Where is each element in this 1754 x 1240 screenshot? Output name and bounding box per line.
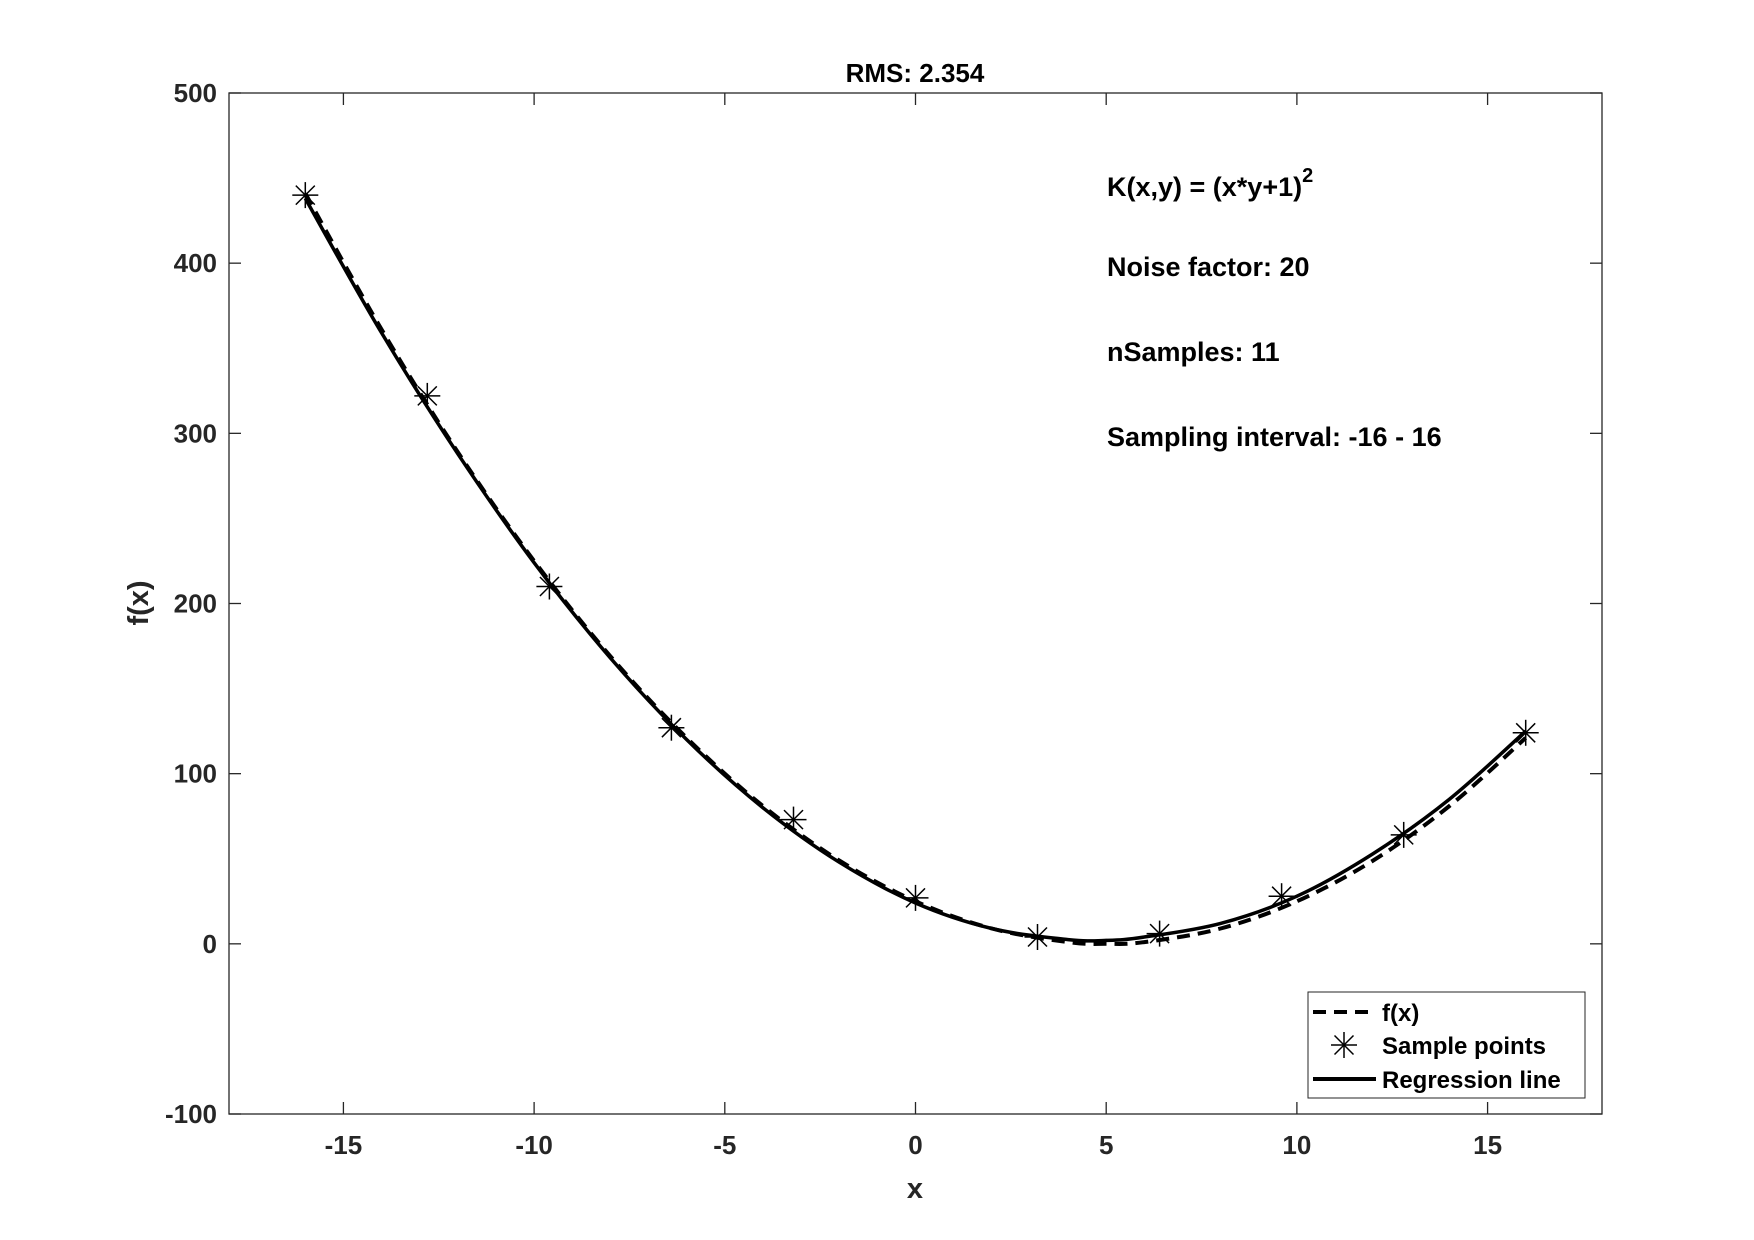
- sample-point: [536, 573, 563, 600]
- sample-point: [1390, 821, 1417, 848]
- x-tick-label: 15: [1473, 1130, 1502, 1160]
- y-tick-label: -100: [165, 1099, 217, 1129]
- interval-annotation: Sampling interval: -16 - 16: [1107, 422, 1442, 452]
- x-tick-label: -15: [325, 1130, 363, 1160]
- sample-point: [1512, 719, 1539, 746]
- y-tick-label: 0: [203, 929, 217, 959]
- plot-area: [229, 93, 1602, 1114]
- series-layer: [292, 182, 1539, 950]
- samples-annotation: nSamples: 11: [1107, 337, 1280, 367]
- legend-label-fx: f(x): [1382, 1000, 1419, 1027]
- sample-point: [902, 884, 929, 911]
- sample-point: [1146, 920, 1173, 947]
- y-tick-label: 400: [174, 248, 217, 278]
- y-tick-label: 300: [174, 418, 217, 448]
- sample-point: [780, 806, 807, 833]
- x-axis-label: x: [907, 1173, 923, 1205]
- x-tick-label: -10: [515, 1130, 553, 1160]
- chart-title: RMS: 2.354: [846, 58, 985, 88]
- legend-label-regression: Regression line: [1382, 1067, 1561, 1094]
- x-tick-label: 0: [908, 1130, 922, 1160]
- legend: f(x) Sample points Regression line: [1307, 991, 1586, 1099]
- sample-point: [1268, 883, 1295, 910]
- sample-point: [1024, 924, 1051, 950]
- x-axis-ticks: -15 -10 -5 0 5 10 15: [325, 93, 1502, 1160]
- annotations: K(x,y) = (x*y+1)2 Noise factor: 20 nSamp…: [1107, 165, 1442, 452]
- sample-point: [292, 182, 319, 209]
- y-tick-label: 500: [174, 78, 217, 108]
- y-axis-ticks: -100 0 100 200 300 400 500: [165, 78, 1602, 1129]
- legend-swatch-samples: [1331, 1032, 1357, 1058]
- x-tick-label: -5: [713, 1130, 736, 1160]
- x-tick-label: 5: [1099, 1130, 1113, 1160]
- y-tick-label: 200: [174, 589, 217, 619]
- noise-annotation: Noise factor: 20: [1107, 252, 1310, 282]
- kernel-annotation-base: K(x,y) = (x*y+1): [1107, 172, 1302, 202]
- kernel-annotation: K(x,y) = (x*y+1)2: [1107, 165, 1313, 202]
- sample-point: [658, 714, 685, 741]
- y-tick-label: 100: [174, 759, 217, 789]
- x-tick-label: 10: [1282, 1130, 1311, 1160]
- kernel-annotation-exponent: 2: [1302, 165, 1313, 187]
- sample-point: [414, 382, 441, 409]
- y-axis-label: f(x): [123, 580, 155, 625]
- legend-label-samples: Sample points: [1382, 1033, 1546, 1060]
